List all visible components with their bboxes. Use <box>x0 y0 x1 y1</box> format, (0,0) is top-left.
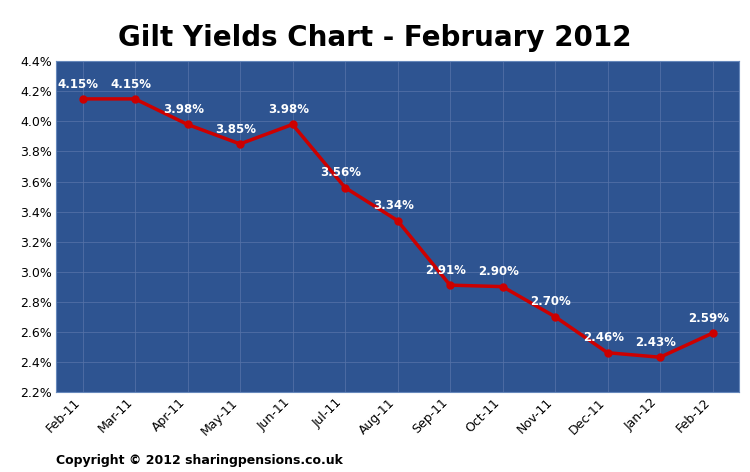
Text: 2.90%: 2.90% <box>478 265 519 278</box>
Text: 4.15%: 4.15% <box>110 77 152 91</box>
Text: 3.85%: 3.85% <box>215 123 256 135</box>
Text: 2.91%: 2.91% <box>425 264 466 277</box>
Text: 2.43%: 2.43% <box>635 336 676 349</box>
Text: 3.98%: 3.98% <box>268 103 309 116</box>
Text: Copyright © 2012 sharingpensions.co.uk: Copyright © 2012 sharingpensions.co.uk <box>56 454 343 467</box>
Text: 2.46%: 2.46% <box>583 331 624 345</box>
Text: 2.70%: 2.70% <box>530 295 572 308</box>
Text: 4.15%: 4.15% <box>58 77 99 91</box>
Text: Gilt Yields Chart - February 2012: Gilt Yields Chart - February 2012 <box>118 24 632 51</box>
Text: 3.34%: 3.34% <box>373 199 414 212</box>
Text: 2.59%: 2.59% <box>688 312 729 325</box>
Text: 3.98%: 3.98% <box>163 103 204 116</box>
Text: 3.56%: 3.56% <box>320 166 362 179</box>
